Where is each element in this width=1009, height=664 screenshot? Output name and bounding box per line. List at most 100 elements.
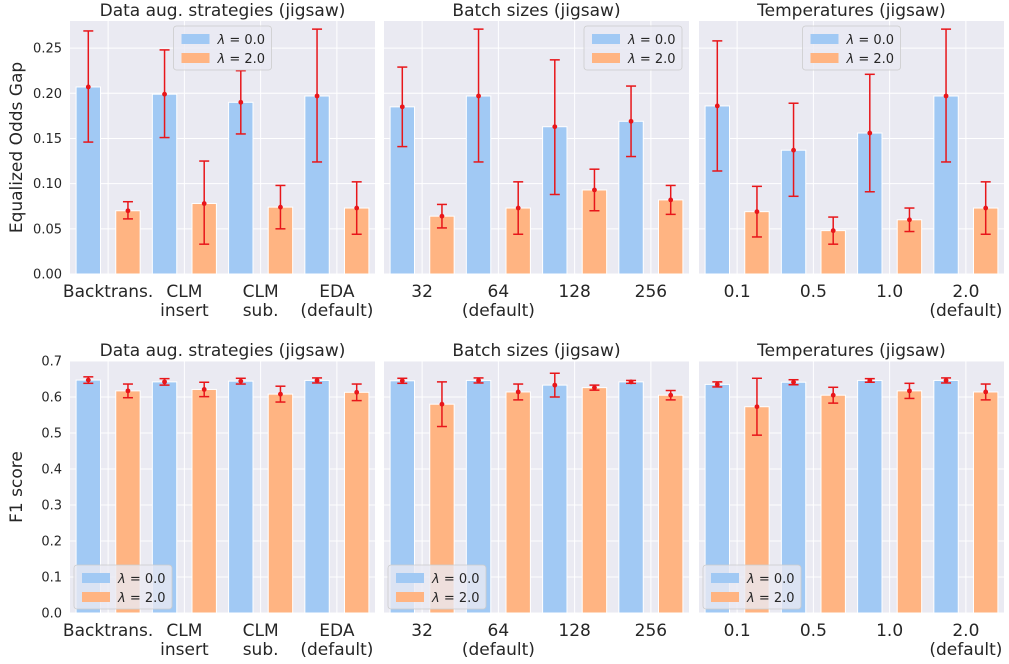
- y-tick-label: 0.5: [41, 427, 62, 442]
- legend-label: λ = 0.0: [627, 33, 676, 48]
- mean-point: [943, 378, 949, 383]
- bar-lambda-2: [267, 393, 294, 614]
- x-tick-label: EDA (default): [300, 282, 373, 321]
- bar-lambda-0: [228, 380, 254, 614]
- mean-point: [552, 124, 558, 130]
- chart-panel-3: 0.1 0.5 1.0 2.0 (default) Temperatures (jigsa…: [699, 1, 1004, 321]
- legend-swatch-lambda-0: [181, 34, 210, 44]
- x-tick-label: 2.0 (default): [929, 621, 1002, 660]
- x-tick-label: 2.0 (default): [929, 282, 1002, 321]
- legend-swatch-lambda-0: [810, 34, 839, 44]
- x-tick-label: CLM sub.: [243, 282, 279, 321]
- x-tick-label: 0.5: [800, 621, 827, 641]
- mean-point: [278, 391, 283, 397]
- mean-point: [830, 228, 836, 234]
- bar-lambda-0: [618, 381, 644, 614]
- legend: λ = 0.0 λ = 2.0: [583, 25, 683, 71]
- bar-lambda-2: [896, 219, 923, 275]
- legend-label: λ = 2.0: [217, 52, 266, 67]
- mean-point: [983, 205, 989, 211]
- legend-label: λ = 2.0: [846, 52, 895, 67]
- legend: λ = 0.0 λ = 2.0: [73, 564, 173, 610]
- y-tick-label: 0.25: [33, 42, 62, 57]
- x-tick-label: 128: [558, 621, 590, 641]
- y-tick-label: 0.7: [41, 355, 62, 370]
- legend-swatch-lambda-2: [810, 53, 839, 63]
- bar-lambda-2: [896, 390, 923, 614]
- mean-point: [552, 382, 558, 388]
- legend-label: λ = 0.0: [846, 33, 895, 48]
- mean-point: [162, 379, 167, 385]
- mean-point: [162, 91, 167, 97]
- y-tick-label: 0.1: [41, 571, 62, 586]
- mean-point: [201, 201, 207, 206]
- bar-lambda-2: [820, 394, 846, 614]
- chart-panel-4: 0.0 0.1 0.2 0.3 0.4 0.5 0.6 0.7 Backtrans. CLM ins…: [7, 341, 375, 660]
- x-tick-label: 32: [411, 621, 433, 641]
- legend-swatch-lambda-0: [82, 573, 110, 583]
- legend-label: λ = 0.0: [117, 572, 166, 587]
- mean-point: [314, 93, 320, 99]
- x-tick-label: 0.1: [724, 621, 751, 641]
- x-tick-label: CLM sub.: [243, 621, 279, 660]
- bar-lambda-2: [581, 387, 608, 614]
- y-tick-label: 0.6: [41, 391, 62, 406]
- mean-point: [628, 379, 634, 385]
- bar-lambda-0: [304, 379, 330, 614]
- legend-swatch-lambda-2: [396, 592, 424, 602]
- legend: λ = 0.0 λ = 2.0: [802, 25, 901, 71]
- mean-point: [943, 93, 949, 99]
- chart-panel-2: 32 64 (default) 128 256 Batch sizes (jigsaw) λ…: [384, 1, 689, 321]
- mean-point: [278, 204, 283, 210]
- y-tick-label: 0.15: [33, 132, 62, 147]
- y-axis-label: Equalized Odds Gap: [7, 62, 27, 233]
- y-tick-label: 0.0: [41, 607, 62, 622]
- y-tick-label: 0.00: [33, 268, 62, 283]
- mean-point: [314, 378, 320, 383]
- legend-swatch-lambda-2: [592, 53, 620, 63]
- legend-label: λ = 2.0: [117, 591, 166, 606]
- legend-label: λ = 2.0: [627, 52, 676, 67]
- bar-lambda-2: [344, 391, 370, 614]
- chart-panel-1: 0.00 0.05 0.10 0.15 0.20 0.25 Backtrans. CLM ins…: [7, 1, 375, 321]
- chart-title: Temperatures (jigsaw): [756, 341, 946, 361]
- mean-point: [867, 378, 873, 383]
- bar-lambda-0: [857, 379, 883, 614]
- legend: λ = 0.0 λ = 2.0: [387, 564, 487, 610]
- legend-swatch-lambda-2: [82, 592, 110, 602]
- x-tick-label: 0.5: [800, 282, 827, 302]
- y-tick-label: 0.20: [33, 87, 62, 102]
- chart-title: Temperatures (jigsaw): [756, 1, 946, 21]
- bar-lambda-2: [973, 391, 999, 614]
- bar-lambda-0: [933, 379, 959, 614]
- bar-lambda-2: [505, 391, 531, 614]
- x-tick-label: Backtrans.: [63, 282, 153, 302]
- x-tick-label: 32: [411, 282, 433, 302]
- mean-point: [754, 404, 760, 410]
- chart-title: Batch sizes (jigsaw): [452, 1, 620, 21]
- mean-point: [515, 389, 521, 395]
- mean-point: [830, 392, 836, 398]
- mean-point: [628, 118, 634, 124]
- legend-swatch-lambda-2: [711, 592, 739, 602]
- x-tick-label: 128: [558, 282, 590, 302]
- mean-point: [238, 378, 244, 384]
- mean-point: [354, 389, 360, 395]
- mean-point: [515, 205, 521, 211]
- mean-point: [791, 147, 796, 153]
- mean-point: [592, 187, 597, 193]
- x-tick-label: 0.1: [724, 282, 751, 302]
- bar-lambda-0: [542, 384, 568, 614]
- x-tick-label: CLM insert: [160, 621, 209, 660]
- y-tick-label: 0.05: [33, 222, 62, 237]
- y-tick-label: 0.10: [33, 177, 62, 192]
- legend-swatch-lambda-0: [711, 573, 739, 583]
- bar-lambda-2: [658, 394, 684, 614]
- mean-point: [85, 377, 91, 383]
- legend: λ = 0.0 λ = 2.0: [702, 564, 802, 610]
- mean-point: [714, 103, 720, 109]
- legend-label: λ = 2.0: [746, 591, 795, 606]
- mean-point: [439, 213, 445, 219]
- x-tick-label: 256: [635, 282, 667, 302]
- mean-point: [399, 104, 405, 110]
